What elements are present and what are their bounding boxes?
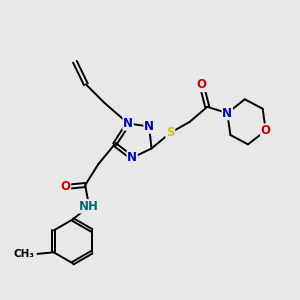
Text: N: N bbox=[222, 106, 232, 120]
Text: N: N bbox=[123, 117, 133, 130]
Text: O: O bbox=[261, 124, 271, 137]
Text: N: N bbox=[127, 151, 137, 164]
Text: O: O bbox=[61, 180, 70, 194]
Text: S: S bbox=[166, 126, 175, 139]
Text: NH: NH bbox=[79, 200, 99, 213]
Text: O: O bbox=[196, 78, 207, 92]
Text: CH₃: CH₃ bbox=[14, 249, 35, 259]
Text: N: N bbox=[144, 120, 154, 133]
